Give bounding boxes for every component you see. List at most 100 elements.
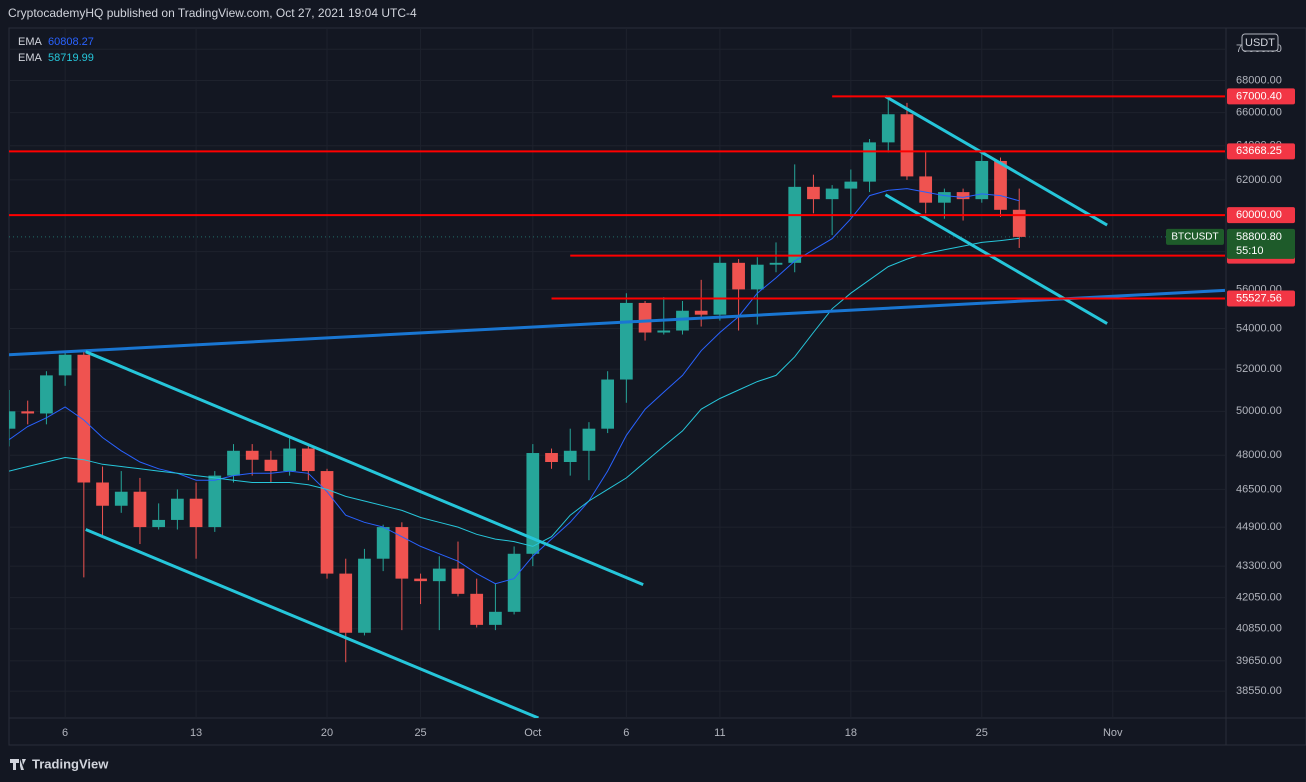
- candle-body: [9, 411, 16, 429]
- candle-body: [227, 450, 240, 476]
- legend-name: EMA: [18, 52, 43, 64]
- legend-value: 58719.99: [48, 52, 94, 64]
- symbol-label-box: [1166, 228, 1224, 245]
- price-label: 63668.25: [1236, 145, 1282, 157]
- candle-body: [171, 498, 184, 520]
- x-tick-label: 6: [62, 727, 68, 739]
- candle-body: [582, 428, 596, 451]
- candle-body: [732, 262, 745, 290]
- candle-body: [358, 558, 371, 633]
- y-tick-label: 52000.00: [1236, 363, 1282, 375]
- last-price-label: 58800.80: [1236, 231, 1282, 243]
- last-price-box: [1227, 228, 1295, 259]
- x-tick-label: 25: [414, 727, 426, 739]
- candle-body: [975, 160, 989, 200]
- y-tick-label: 68000.00: [1236, 74, 1282, 86]
- candle-body: [208, 475, 222, 528]
- candle-body: [376, 527, 390, 559]
- y-tick-label: 38550.00: [1236, 685, 1282, 697]
- logo: [10, 759, 26, 770]
- candle-body: [676, 310, 689, 331]
- candle-body: [638, 302, 652, 333]
- candle-body: [919, 176, 933, 203]
- candle-body: [245, 450, 259, 460]
- x-tick-label: 20: [321, 727, 333, 739]
- y-tick-label: 44900.00: [1236, 521, 1282, 533]
- trend-line: [85, 350, 644, 587]
- y-tick-label: 40850.00: [1236, 623, 1282, 635]
- legend-name: EMA: [18, 36, 43, 48]
- x-tick-label: 6: [623, 727, 629, 739]
- candle-body: [395, 527, 409, 579]
- candle-body: [881, 114, 895, 143]
- candle-body: [114, 491, 128, 506]
- trend-line: [884, 193, 1108, 325]
- y-tick-label: 50000.00: [1236, 405, 1282, 417]
- candle-body: [694, 310, 708, 315]
- y-tick-label: 66000.00: [1236, 107, 1282, 119]
- candle-body: [601, 379, 615, 429]
- legend-value: 60808.27: [48, 36, 94, 48]
- y-tick-label: 46500.00: [1236, 483, 1282, 495]
- candle-body: [545, 453, 558, 463]
- trend-line: [884, 95, 1108, 227]
- candle-body: [713, 262, 727, 315]
- y-tick-label: 62000.00: [1236, 174, 1282, 186]
- candle-body: [414, 578, 427, 582]
- price-label-box: [1227, 88, 1295, 105]
- x-tick-label: Nov: [1103, 727, 1123, 739]
- ema-line: [9, 237, 1020, 547]
- candle-body: [619, 302, 633, 380]
- candle-body: [96, 482, 109, 506]
- candle-body: [432, 568, 446, 582]
- candle-body: [900, 114, 914, 177]
- candle-body: [807, 186, 820, 200]
- trend-line: [9, 288, 1226, 357]
- header: CryptocademyHQ published on TradingView.…: [8, 6, 417, 20]
- price-label: 60000.00: [1236, 209, 1282, 221]
- candle-body: [451, 568, 465, 594]
- x-tick-label: 25: [976, 727, 988, 739]
- y-tick-label: 39650.00: [1236, 655, 1282, 667]
- candle-body: [825, 188, 839, 200]
- candle-body: [133, 491, 147, 528]
- candle-body: [956, 192, 970, 200]
- countdown-label: 55:10: [1236, 245, 1264, 257]
- chart-pane: [8, 27, 1306, 746]
- y-tick-label: 54000.00: [1236, 322, 1282, 334]
- candle-body: [844, 181, 858, 189]
- candle-body: [264, 459, 278, 472]
- candle-body: [470, 593, 484, 625]
- price-label-box: [1227, 143, 1295, 160]
- x-tick-label: 18: [845, 727, 857, 739]
- candle-body: [788, 186, 802, 263]
- price-label-box: [1227, 290, 1295, 307]
- plot: [9, 95, 1226, 718]
- candle-body: [320, 471, 334, 574]
- candle-body: [863, 142, 876, 182]
- candle-body: [301, 448, 315, 472]
- axes: 38550.00 39650.00 40850.00 42050.00 43300.00…: [18, 33, 1295, 739]
- candle-body: [21, 411, 35, 414]
- candle-body: [563, 450, 577, 463]
- x-tick-label: Oct: [524, 727, 541, 739]
- candle-body: [489, 611, 502, 625]
- candle-body: [283, 448, 296, 472]
- trend-line: [85, 528, 540, 718]
- candle-body: [40, 375, 53, 414]
- candle-body: [189, 498, 203, 528]
- candle-body: [526, 453, 540, 554]
- candle-body: [507, 553, 521, 612]
- candle-body: [938, 192, 951, 203]
- candle-body: [994, 160, 1007, 210]
- candle-body: [769, 262, 783, 265]
- y-tick-label: 42050.00: [1236, 592, 1282, 604]
- candle-body: [152, 519, 166, 528]
- price-label: 67000.40: [1236, 90, 1282, 102]
- price-label: 55527.56: [1236, 292, 1282, 304]
- price-label-box: [1227, 207, 1295, 224]
- y-tick-label: 43300.00: [1236, 560, 1282, 572]
- currency-box: [1241, 33, 1279, 52]
- x-tick-label: 13: [190, 727, 202, 739]
